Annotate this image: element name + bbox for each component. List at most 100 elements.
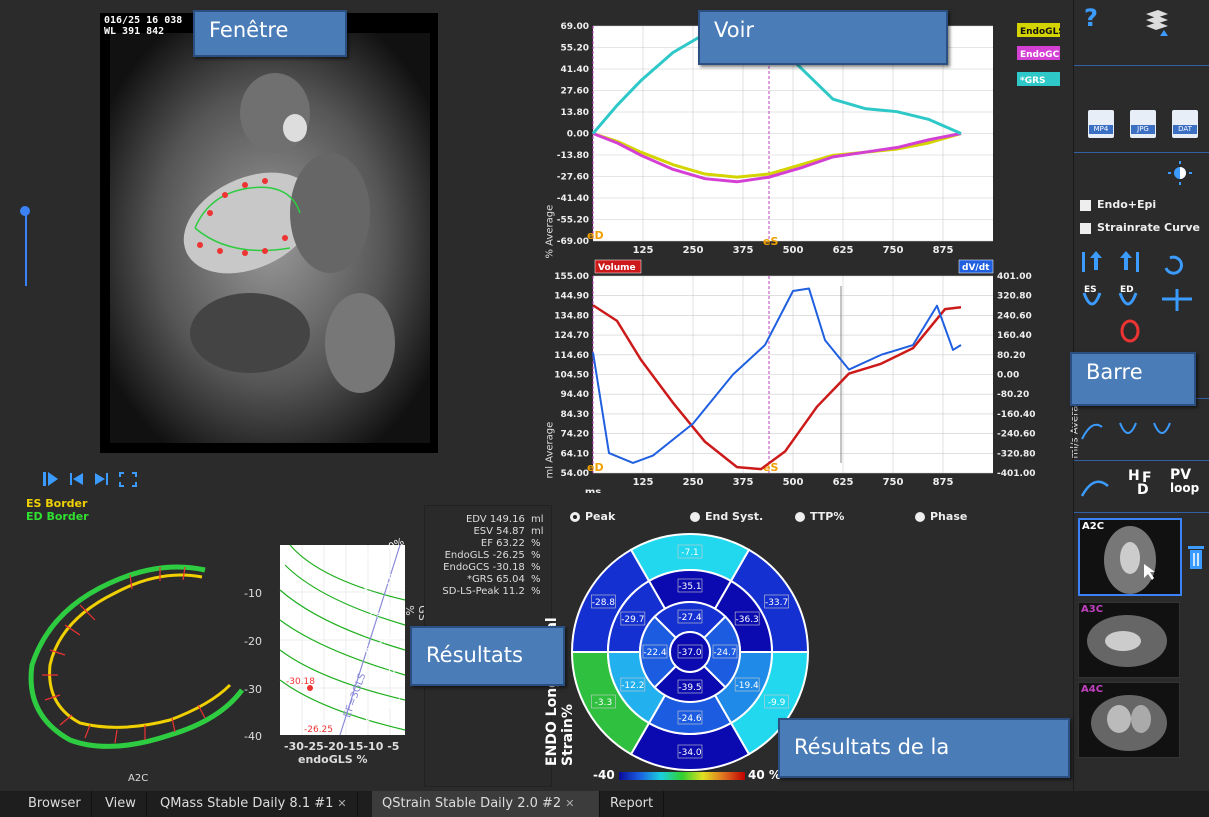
tab-browser[interactable]: Browser (18, 791, 92, 817)
tab-label: Report (610, 796, 654, 811)
pv-loop-button[interactable]: PV loop (1170, 468, 1202, 502)
bottom-ytick-left: 54.00 (561, 469, 589, 479)
endo-epi-checkbox[interactable]: Endo+Epi (1080, 198, 1156, 211)
radio-peak[interactable]: Peak (570, 510, 615, 523)
display-options: Peak End Syst. TTP% Phase (570, 510, 990, 526)
tab-close-icon[interactable]: ✕ (565, 797, 575, 810)
radio-end-syst-[interactable]: End Syst. (690, 510, 763, 523)
slider-handle[interactable] (20, 206, 30, 216)
top-ytick: 13.80 (561, 108, 589, 118)
jpg-label: JPG (1131, 125, 1155, 134)
segment-value: -37.0 (678, 648, 702, 658)
segment-value: -7.1 (681, 548, 699, 558)
help-icon[interactable]: ? (1084, 4, 1098, 32)
trash-icon[interactable] (1186, 543, 1206, 571)
top-ytick: 41.40 (561, 65, 589, 75)
result-row: EF 63.22 % (425, 538, 545, 550)
ef-red-value-1: -30.18 (286, 677, 316, 687)
segment-value: -24.7 (713, 648, 736, 658)
ring-icon[interactable] (1118, 318, 1142, 344)
next-frame-icon[interactable] (95, 473, 108, 485)
frame-slider[interactable] (20, 206, 30, 286)
top-legend-entry: *GRS (1020, 76, 1046, 86)
top-ed-label: eD (587, 229, 604, 242)
result-row: EndoGLS -26.25 % (425, 550, 545, 562)
curve-icon[interactable] (1080, 470, 1110, 500)
bottom-ytick-right: -401.00 (997, 469, 1035, 479)
segment-value-box (642, 644, 668, 659)
result-label: EndoGLS (444, 550, 490, 561)
es-tool-label: ES (1084, 285, 1097, 295)
top-es-label: eS (763, 235, 778, 248)
tab-view[interactable]: View (95, 791, 147, 817)
bottom-ylabel: ml Average (544, 421, 556, 479)
thumbnail-a3c[interactable]: A3C (1078, 602, 1180, 678)
mri-image (110, 33, 430, 443)
export-dat-button[interactable]: DAT (1172, 110, 1198, 138)
export-jpg-button[interactable]: JPG (1130, 110, 1156, 138)
export-mp4-button[interactable]: MP4 (1088, 110, 1114, 138)
bottom-ytick-left: 144.90 (554, 292, 589, 302)
bottom-ytick-right: 160.40 (997, 331, 1032, 341)
tab-qmass-stable-daily-8-1-1[interactable]: QMass Stable Daily 8.1 #1 ✕ (150, 791, 358, 817)
arrow-tools-icon[interactable] (1080, 248, 1200, 278)
scale-max: 40 % (748, 768, 781, 782)
radio-ttp%[interactable]: TTP% (795, 510, 844, 523)
thumbnail-a4c[interactable]: A4C (1078, 682, 1180, 758)
dat-label: DAT (1173, 125, 1197, 134)
segment-value: -9.9 (768, 698, 786, 708)
bottom-xtick: 125 (633, 477, 654, 488)
strainrate-checkbox[interactable]: Strainrate Curve (1080, 221, 1200, 234)
fullscreen-icon[interactable] (119, 472, 137, 487)
hf-button[interactable]: H F D (1128, 468, 1158, 500)
thumbnail-a3c-label: A3C (1081, 604, 1104, 615)
segment-value: -12.2 (621, 681, 644, 691)
bottom-ytick-right: -240.60 (997, 430, 1035, 440)
playback-controls (40, 470, 170, 488)
layers-icon[interactable] (1144, 8, 1170, 38)
es-ed-tools[interactable]: ES ED (1082, 285, 1197, 313)
result-label: SD-LS-Peak (442, 586, 500, 597)
segment-value: -27.4 (678, 613, 702, 623)
result-row: ESV 54.87 ml (425, 526, 545, 538)
result-row: EndoGCS -30.18 % (425, 562, 545, 574)
brightness-icon[interactable] (1167, 160, 1193, 186)
curve-tools-icon[interactable] (1080, 415, 1200, 445)
scale-min: -40 (593, 768, 615, 782)
callout-barre: Barre (1070, 352, 1196, 406)
image-viewport[interactable]: 016/25 16 038 WL 391 842 (100, 13, 438, 453)
prev-frame-icon[interactable] (70, 473, 83, 485)
segment-value: -36.3 (736, 615, 759, 625)
tab-close-icon[interactable]: ✕ (337, 797, 347, 810)
segment-value-box (764, 594, 789, 609)
bottom-ytick-left: 134.80 (554, 311, 589, 321)
segment-value-box (677, 710, 703, 725)
tab-qstrain-stable-daily-2-0-2[interactable]: QStrain Stable Daily 2.0 #2 ✕ (372, 791, 600, 817)
result-label: *GRS (466, 574, 493, 585)
endo-epi-label: Endo+Epi (1097, 198, 1157, 211)
radio-label: End Syst. (705, 510, 764, 523)
bottom-xtick: 625 (833, 477, 854, 488)
tab-report[interactable]: Report (600, 791, 665, 817)
ef-ytick-2: -20 (244, 635, 262, 648)
hf-d: D (1137, 482, 1149, 498)
result-value: 149.16 (489, 514, 525, 525)
result-unit: % (531, 574, 541, 585)
bottom-ytick-left: 84.30 (561, 410, 589, 420)
segment-value-box (677, 644, 703, 659)
bottom-ytick-left: 124.70 (554, 331, 589, 341)
radio-phase[interactable]: Phase (915, 510, 967, 523)
bottom-xtick: 250 (683, 477, 704, 488)
thumbnail-a2c[interactable]: A2C (1078, 518, 1182, 596)
top-legend-swatch (1017, 23, 1067, 37)
volume-chart[interactable]: 155.00 144.90 134.80 124.70 114.60 104.50 94.4… (535, 258, 1081, 498)
bottom-ytick-right: 80.20 (997, 351, 1025, 361)
result-label: EDV (465, 514, 487, 525)
bottom-legend-dvdt-label: dV/dt (962, 263, 990, 273)
segment-value-box (677, 544, 703, 559)
play-icon[interactable] (43, 472, 58, 486)
segment-apex (669, 631, 711, 673)
top-series-line (592, 132, 962, 179)
top-ytick: -13.80 (557, 151, 589, 161)
result-value: 65.04 (496, 574, 525, 585)
